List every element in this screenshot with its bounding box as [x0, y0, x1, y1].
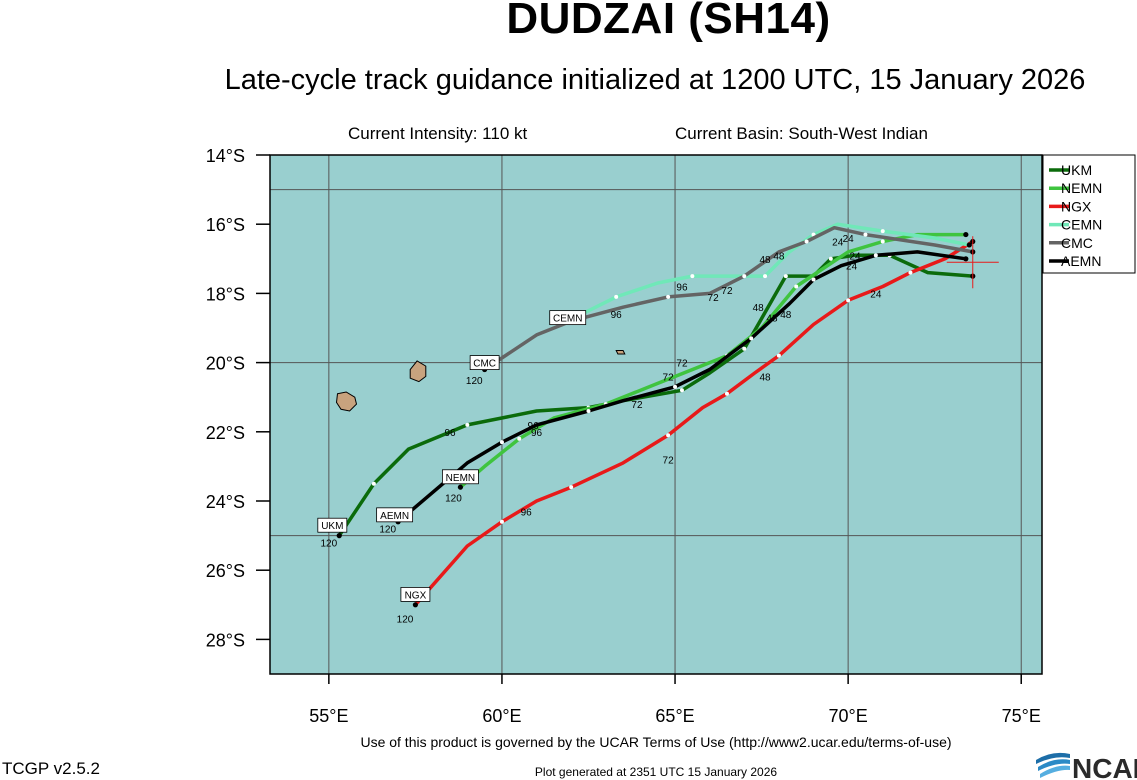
track-aemn-hour-label: 72: [631, 400, 643, 411]
track-ngx-marker: [846, 298, 850, 302]
track-cmc-hour-label: 96: [611, 310, 623, 321]
track-nemn-hour-label: 72: [663, 372, 675, 383]
track-ukm-marker: [742, 347, 746, 351]
ncar-logo: NCAR: [1034, 748, 1137, 780]
track-ukm-hour-label: 96: [444, 428, 456, 439]
x-tick-label-75: 75°E: [1002, 706, 1041, 726]
track-nemn-hour-label: 24: [849, 251, 861, 262]
legend-label-nemn: NEMN: [1061, 180, 1102, 196]
track-aemn-marker: [749, 336, 753, 340]
track-cemn-start-dot: [967, 242, 972, 247]
island-rodrigues: [616, 351, 625, 355]
track-cemn-hour-label: 96: [676, 282, 688, 293]
track-ngx-marker: [777, 354, 781, 358]
terms-of-use: Use of this product is governed by the U…: [0, 734, 1137, 750]
x-tick-label-60: 60°E: [482, 706, 521, 726]
track-cmc-marker: [742, 274, 746, 278]
track-cemn-tag-label: CEMN: [553, 314, 582, 325]
track-ngx-marker: [500, 520, 504, 524]
track-aemn-hour-label: 120: [379, 525, 396, 536]
track-ngx-hour-label: 96: [521, 507, 533, 518]
y-tick-label-16: 16°S: [206, 215, 245, 235]
track-ukm-tag-label: UKM: [321, 521, 343, 532]
track-ngx-marker: [725, 392, 729, 396]
x-tick-label-70: 70°E: [829, 706, 868, 726]
legend-label-ukm: UKM: [1061, 162, 1092, 178]
track-cemn-marker: [881, 229, 885, 233]
ncar-logo-text: NCAR: [1072, 753, 1137, 780]
track-cmc-marker: [863, 233, 867, 237]
y-tick-label-28: 28°S: [206, 630, 245, 650]
track-ngx-marker: [908, 271, 912, 275]
track-cmc-hour-label: 48: [773, 251, 785, 262]
legend-label-cemn: CEMN: [1061, 217, 1102, 233]
track-ngx-hour-label: 120: [397, 615, 414, 626]
ncar-logo-icon: [1036, 753, 1070, 778]
track-cmc-hour-label: 72: [708, 293, 720, 304]
track-cemn-hour-label: 72: [721, 286, 733, 297]
y-tick-label-14: 14°S: [206, 146, 245, 166]
track-ngx-marker: [666, 433, 670, 437]
x-tick-label-55: 55°E: [309, 706, 348, 726]
y-tick-label-20: 20°S: [206, 354, 245, 374]
track-cmc-tag-label: CMC: [473, 359, 496, 370]
plot-generated-label: Plot generated at 2351 UTC 15 January 20…: [0, 765, 1137, 779]
track-nemn-marker: [517, 437, 521, 441]
track-aemn-start-dot: [963, 256, 968, 261]
track-nemn-marker: [881, 240, 885, 244]
track-ukm-marker: [784, 274, 788, 278]
track-nemn-hour-label: 48: [766, 314, 778, 325]
track-cemn-marker: [690, 274, 694, 278]
track-aemn-marker: [812, 278, 816, 282]
track-aemn-marker: [586, 409, 590, 413]
track-aemn-hour-label: 48: [753, 303, 765, 314]
track-ukm-hour-label: 72: [676, 359, 688, 370]
y-tick-label-18: 18°S: [206, 284, 245, 304]
track-ngx-end-dot: [413, 602, 418, 607]
track-nemn-tag-label: NEMN: [446, 473, 475, 484]
track-nemn-hour-label: 120: [445, 494, 462, 505]
track-aemn-tag-label: AEMN: [380, 511, 409, 522]
x-tick-label-65: 65°E: [655, 706, 694, 726]
track-aemn-marker: [500, 440, 504, 444]
y-tick-label-24: 24°S: [206, 492, 245, 512]
track-aemn-marker: [874, 253, 878, 257]
track-nemn-end-dot: [458, 485, 463, 490]
track-cemn-marker: [614, 295, 618, 299]
track-ukm-marker: [680, 388, 684, 392]
track-aemn-hour-label: 96: [528, 421, 540, 432]
track-cmc-marker: [805, 240, 809, 244]
track-ngx-hour-label: 24: [870, 289, 882, 300]
track-ukm-marker: [465, 423, 469, 427]
track-cmc-hour-label: 24: [843, 234, 855, 245]
track-cemn-hour-label: 48: [759, 255, 771, 266]
track-ngx-marker: [569, 485, 573, 489]
track-ukm-end-dot: [337, 533, 342, 538]
track-ngx-tag-label: NGX: [405, 590, 427, 601]
track-nemn-marker: [794, 284, 798, 288]
track-ukm-hour-label: 120: [321, 539, 338, 550]
track-ukm-marker: [372, 482, 376, 486]
track-ngx-hour-label: 72: [663, 455, 675, 466]
legend: UKM NEMN NGX CEMN CMC AEMN: [1043, 155, 1135, 273]
legend-label-ngx: NGX: [1061, 198, 1092, 214]
track-aemn-marker: [673, 385, 677, 389]
legend-label-aemn: AEMN: [1061, 253, 1101, 269]
track-cmc-hour-label: 120: [466, 376, 483, 387]
y-tick-label-26: 26°S: [206, 561, 245, 581]
y-tick-label-22: 22°S: [206, 423, 245, 443]
track-ukm-marker: [829, 257, 833, 261]
legend-label-cmc: CMC: [1061, 235, 1093, 251]
track-cmc-marker: [666, 295, 670, 299]
track-cemn-marker: [763, 274, 767, 278]
track-aemn-hour-label: 24: [846, 262, 858, 273]
track-ukm-hour-label: 48: [780, 310, 792, 321]
track-nemn-start-dot: [963, 232, 968, 237]
track-ngx-hour-label: 48: [759, 372, 771, 383]
